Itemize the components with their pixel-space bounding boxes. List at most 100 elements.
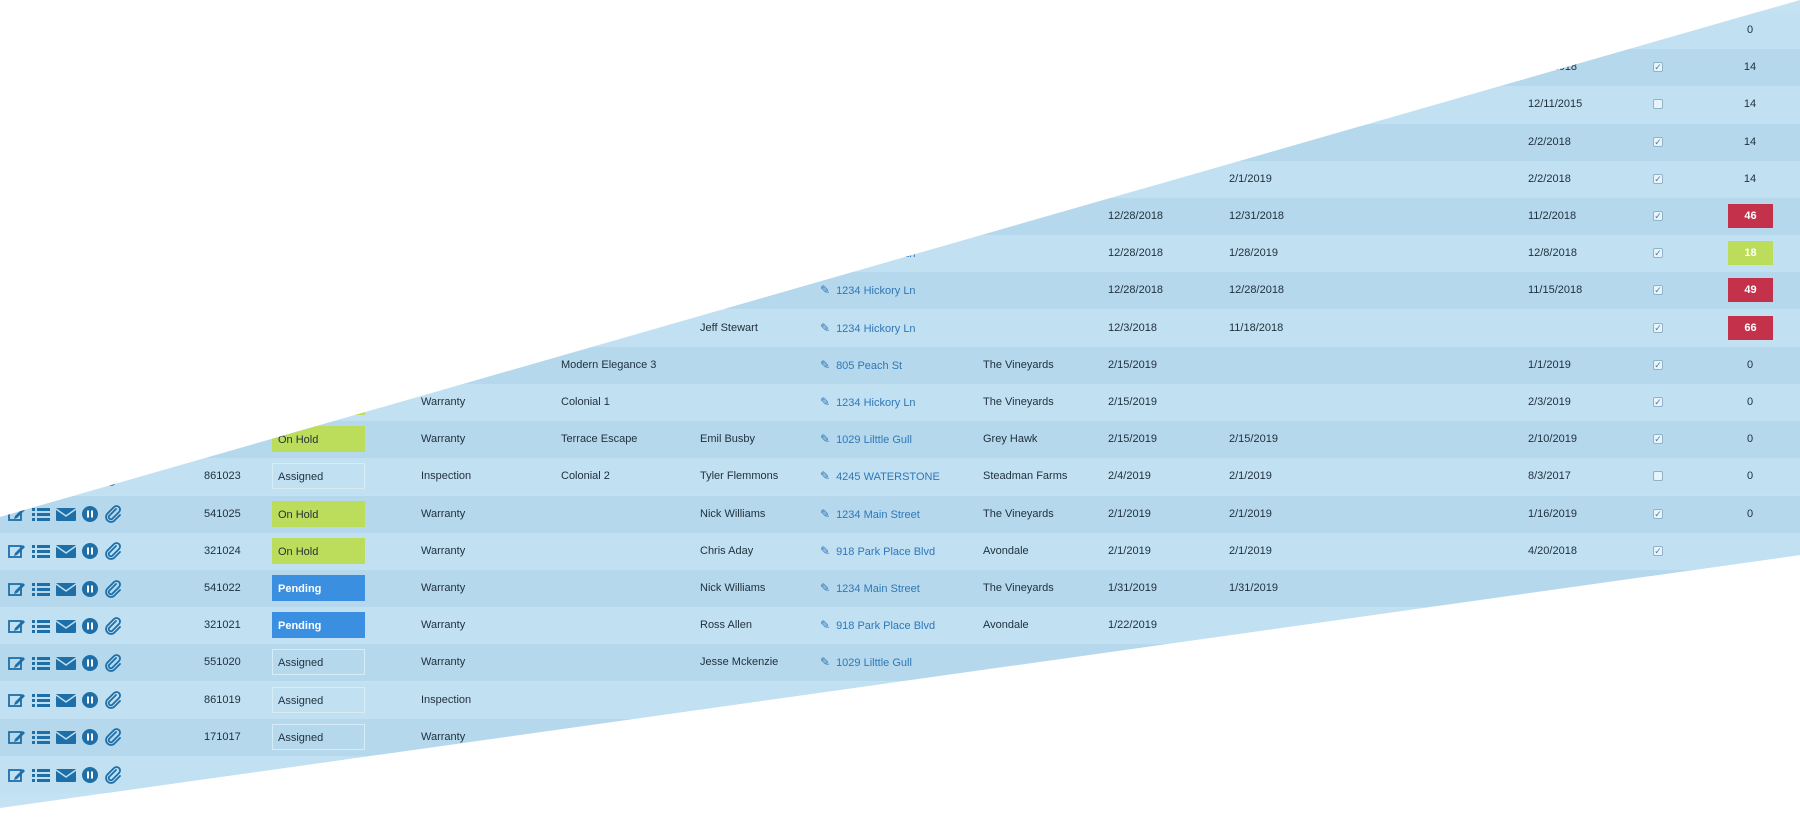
pause-icon[interactable] xyxy=(82,59,98,76)
email-icon[interactable] xyxy=(56,395,76,411)
list-icon[interactable] xyxy=(32,97,50,113)
attachment-icon[interactable] xyxy=(104,579,122,598)
row-checkbox[interactable] xyxy=(1653,731,1663,742)
address-link[interactable]: ✎ 1234 Hickory Ln xyxy=(820,384,916,421)
list-icon[interactable] xyxy=(32,134,50,150)
address-link[interactable]: ✎ 918 Park Place Blvd xyxy=(820,533,935,570)
attachment-icon[interactable] xyxy=(104,765,122,784)
email-icon[interactable] xyxy=(56,581,76,597)
list-icon[interactable] xyxy=(32,357,50,373)
row-checkbox[interactable]: ✓ xyxy=(1653,322,1663,333)
address-link[interactable]: ✎ 918 Park Place Blvd xyxy=(820,607,935,644)
attachment-icon[interactable] xyxy=(104,542,122,561)
pause-icon[interactable] xyxy=(82,692,98,709)
table-row[interactable]: Jeff Stewart 12/3/2018 11/18/2018 ✎ 1234 Hic… xyxy=(0,309,1800,347)
attachment-icon[interactable] xyxy=(104,21,122,40)
list-icon[interactable] xyxy=(32,729,50,745)
pause-icon[interactable] xyxy=(82,245,98,262)
email-icon[interactable] xyxy=(56,23,76,39)
email-icon[interactable] xyxy=(56,97,76,113)
edit-icon[interactable] xyxy=(8,171,26,187)
attachment-icon[interactable] xyxy=(104,319,122,337)
table-row[interactable]: Warranty Colonial 1 The Vineyards 2/15/2019… xyxy=(0,384,1800,421)
row-checkbox[interactable]: ✓ xyxy=(1653,545,1663,556)
list-icon[interactable] xyxy=(32,209,50,225)
edit-icon[interactable] xyxy=(8,506,26,522)
edit-icon[interactable] xyxy=(8,134,26,150)
pause-icon[interactable] xyxy=(82,729,98,746)
attachment-icon[interactable] xyxy=(104,170,122,189)
list-icon[interactable] xyxy=(32,655,50,671)
address-link[interactable]: ✎ 805 Peach St xyxy=(820,347,902,384)
attachment-icon[interactable] xyxy=(104,505,122,523)
list-icon[interactable] xyxy=(32,395,50,411)
pause-icon[interactable] xyxy=(82,766,98,783)
list-icon[interactable] xyxy=(32,171,50,187)
table-row[interactable]: 321024 Warranty Chris Aday Avondale 2/1/2019… xyxy=(0,532,1800,570)
email-icon[interactable] xyxy=(56,171,76,187)
list-icon[interactable] xyxy=(32,692,50,708)
table-row[interactable]: Warranty Modern Elegance 3 The Vineyards 2/… xyxy=(0,346,1800,384)
table-row[interactable]: 321021 Warranty Ross Allen Avondale 1/22/201… xyxy=(0,607,1800,658)
list-icon[interactable] xyxy=(32,432,50,448)
row-checkbox[interactable]: ✓ xyxy=(1653,136,1663,147)
table-row[interactable]: 12/11/2015 14 xyxy=(0,86,1800,124)
email-icon[interactable] xyxy=(56,320,76,336)
edit-icon[interactable] xyxy=(8,283,26,299)
attachment-icon[interactable] xyxy=(104,616,122,635)
table-row[interactable]: Tim Jacobs 12/28/2018 12/28/2018 11/15/2018… xyxy=(0,272,1800,310)
email-icon[interactable] xyxy=(56,469,76,485)
address-link[interactable]: ✎ 1234 Hickory Ln xyxy=(820,272,916,309)
row-checkbox[interactable] xyxy=(1653,583,1663,593)
row-checkbox[interactable]: ✓ xyxy=(1653,397,1663,407)
address-link[interactable]: ✎ 1029 Lilttle Gull xyxy=(820,421,912,458)
table-row[interactable]: 861019 Inspection Assigned xyxy=(0,681,1800,719)
list-icon[interactable] xyxy=(32,618,50,634)
edit-icon[interactable] xyxy=(8,655,26,671)
row-checkbox[interactable] xyxy=(1653,99,1663,110)
edit-icon[interactable] xyxy=(8,729,26,745)
email-icon[interactable] xyxy=(56,692,76,708)
address-link[interactable]: ✎ 1234 Main Street xyxy=(820,496,920,533)
pause-icon[interactable] xyxy=(82,171,98,188)
pause-icon[interactable] xyxy=(82,282,98,299)
edit-icon[interactable] xyxy=(8,357,26,373)
edit-icon[interactable] xyxy=(8,60,26,76)
email-icon[interactable] xyxy=(56,655,76,671)
row-checkbox[interactable]: ✓ xyxy=(1653,248,1663,259)
table-row[interactable]: 2/1/2019 2/2/2018 ✓ 14 xyxy=(0,123,1800,161)
email-icon[interactable] xyxy=(56,209,76,225)
email-icon[interactable] xyxy=(56,767,76,783)
table-row[interactable]: 1/10/2019 2/1/2019 2/2/2018 ✓ 14 xyxy=(0,160,1800,198)
address-link[interactable]: ✎ 1234 Hickory Ln xyxy=(820,235,916,272)
list-icon[interactable] xyxy=(32,320,50,336)
pause-icon[interactable] xyxy=(82,617,98,634)
edit-icon[interactable] xyxy=(8,97,26,113)
pause-icon[interactable] xyxy=(82,134,98,151)
row-checkbox[interactable]: ✓ xyxy=(1653,285,1663,296)
attachment-icon[interactable] xyxy=(104,133,122,151)
edit-icon[interactable] xyxy=(8,320,26,336)
row-checkbox[interactable]: ✓ xyxy=(1653,434,1663,445)
row-checkbox[interactable] xyxy=(1653,657,1663,668)
edit-icon[interactable] xyxy=(8,246,26,262)
pause-icon[interactable] xyxy=(82,208,98,225)
attachment-icon[interactable] xyxy=(104,728,122,747)
email-icon[interactable] xyxy=(56,283,76,299)
pause-icon[interactable] xyxy=(82,394,98,411)
table-row[interactable]: 12/28/2018 12/31/2018 11/2/2018 ✓ 46 xyxy=(0,198,1800,235)
list-icon[interactable] xyxy=(32,23,50,39)
email-icon[interactable] xyxy=(56,432,76,448)
list-icon[interactable] xyxy=(32,246,50,262)
table-row[interactable]: 541022 Warranty Nick Williams The Vineyards… xyxy=(0,570,1800,621)
list-icon[interactable] xyxy=(32,506,50,522)
attachment-icon[interactable] xyxy=(104,244,122,263)
attachment-icon[interactable] xyxy=(104,691,122,709)
email-icon[interactable] xyxy=(56,543,76,559)
table-row[interactable]: 12/28/2018 1/28/2019 12/8/2018 ✎ 1234 Hickor… xyxy=(0,235,1800,273)
list-icon[interactable] xyxy=(32,469,50,485)
attachment-icon[interactable] xyxy=(104,207,122,226)
row-checkbox[interactable] xyxy=(1653,620,1663,631)
attachment-icon[interactable] xyxy=(104,467,122,486)
attachment-icon[interactable] xyxy=(104,653,122,672)
